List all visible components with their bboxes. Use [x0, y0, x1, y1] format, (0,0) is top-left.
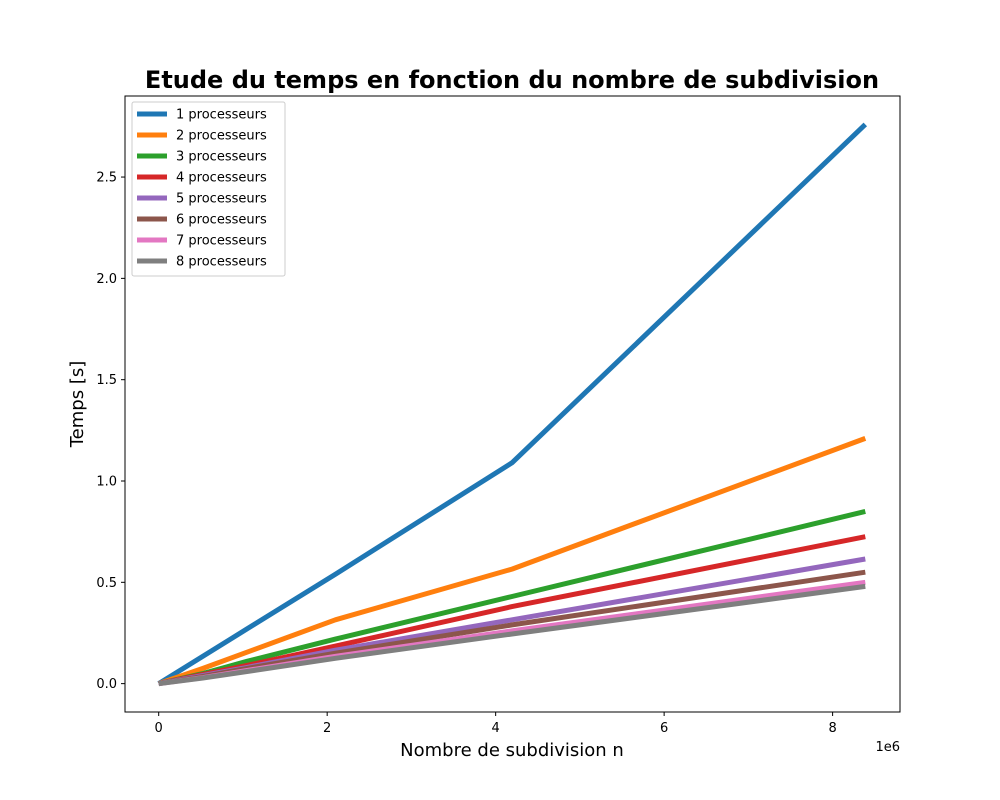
legend-label-7: 7 processeurs — [176, 234, 267, 249]
series-layer — [157, 122, 868, 687]
chart-title: Etude du temps en fonction du nombre de … — [145, 66, 879, 94]
legend: 1 processeurs 2 processeurs 3 processeurs 4… — [131, 101, 286, 277]
legend-label-6: 6 processeurs — [176, 213, 267, 228]
x-offset-text: 1e6 — [875, 740, 900, 755]
x-axis-label: Nombre de subdivision n — [400, 740, 624, 761]
legend-label-8: 8 processeurs — [176, 255, 267, 270]
y-tick-label: 2.0 — [96, 272, 117, 287]
x-axis: 0 2 4 6 8 — [155, 712, 837, 736]
y-tick-label: 2.5 — [96, 171, 117, 186]
legend-label-4: 4 processeurs — [176, 171, 267, 186]
x-tick-label: 4 — [492, 721, 500, 736]
y-tick-label: 0.5 — [96, 576, 117, 591]
legend-label-1: 1 processeurs — [176, 108, 267, 123]
series-line-1 — [157, 122, 868, 686]
x-tick-label: 0 — [155, 721, 163, 736]
series-line-8 — [158, 583, 866, 687]
x-tick-label: 8 — [828, 721, 836, 736]
y-axis-label: Temps [s] — [67, 361, 88, 449]
legend-label-5: 5 processeurs — [176, 192, 267, 207]
plot-frame — [124, 95, 901, 713]
legend-box — [131, 101, 286, 277]
y-tick-label: 1.5 — [96, 373, 117, 388]
y-tick-label: 0.0 — [96, 677, 117, 692]
y-tick-label: 1.0 — [96, 475, 117, 490]
x-tick-label: 6 — [660, 721, 668, 736]
series-line-2 — [157, 436, 867, 686]
y-axis: 0.0 0.5 1.0 1.5 2.0 2.5 — [96, 171, 125, 692]
legend-label-2: 2 processeurs — [176, 129, 267, 144]
x-tick-label: 2 — [323, 721, 331, 736]
legend-label-3: 3 processeurs — [176, 150, 267, 165]
